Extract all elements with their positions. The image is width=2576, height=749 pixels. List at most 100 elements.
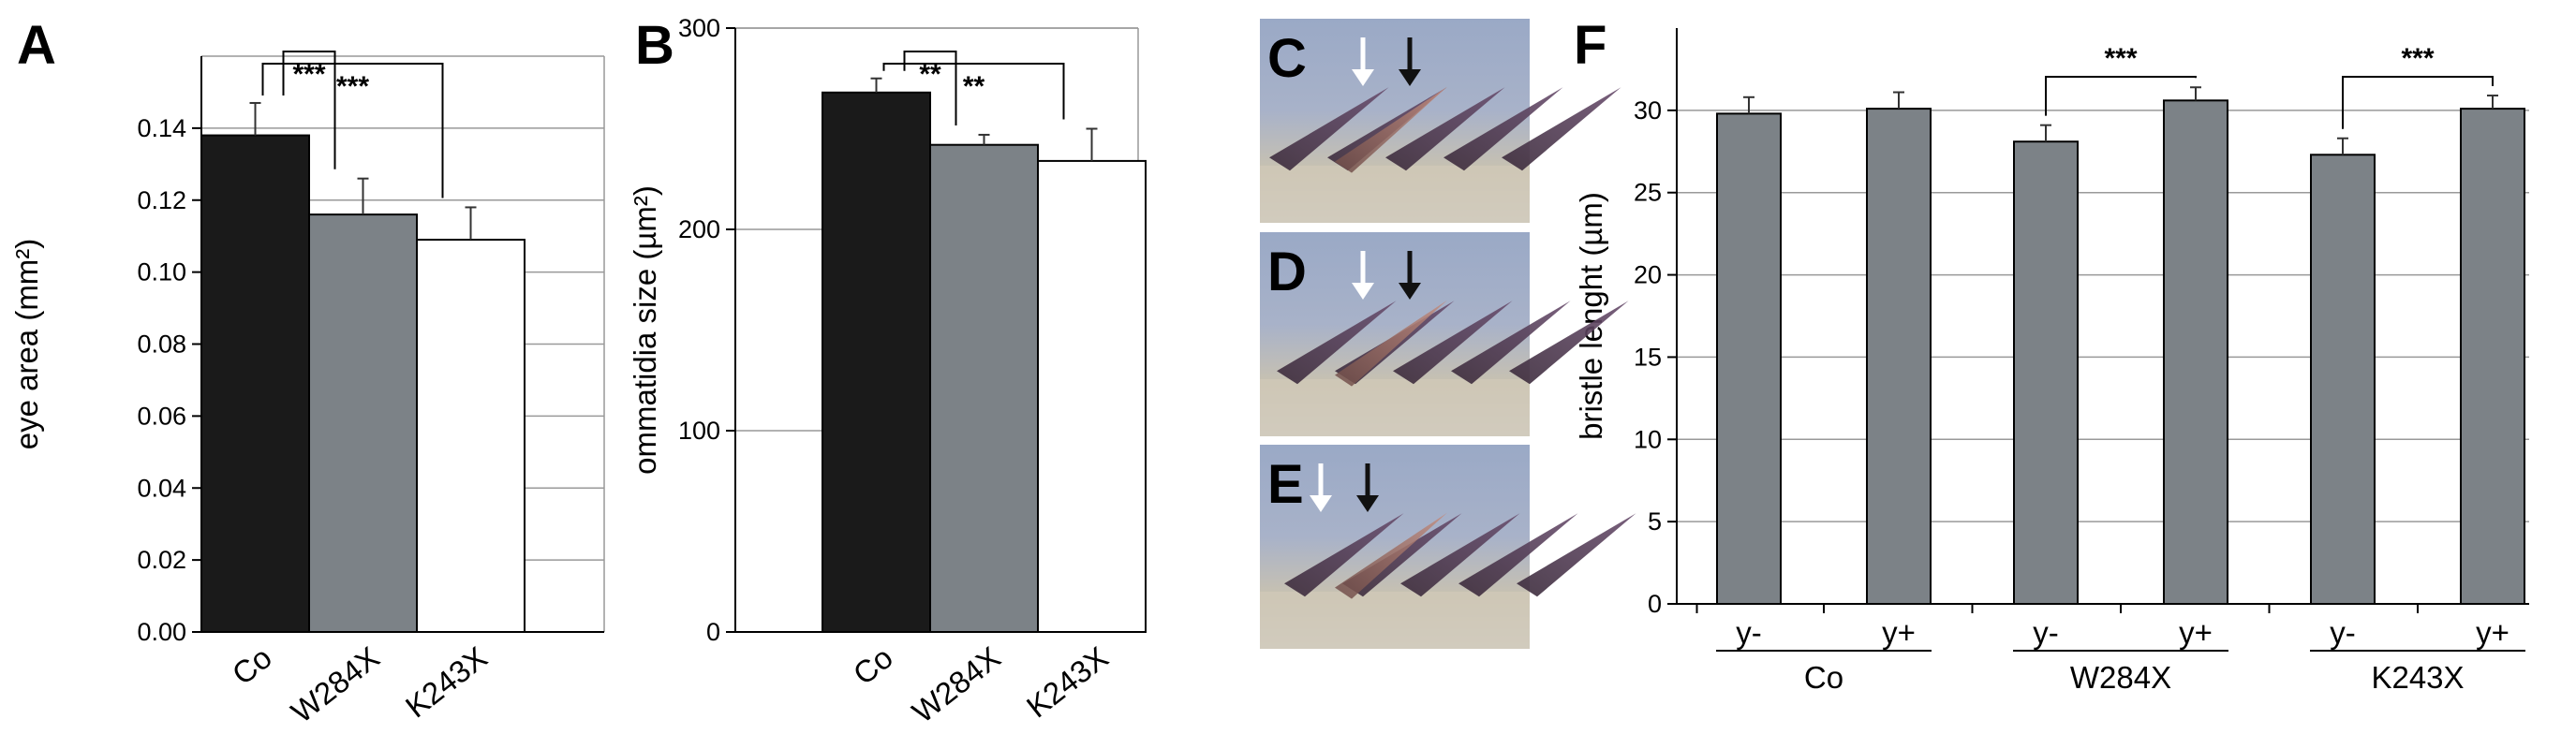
group-label: Co	[1804, 660, 1843, 695]
bar	[416, 239, 526, 633]
panel-letter-d: D	[1267, 242, 1307, 302]
bristle	[1269, 87, 1389, 171]
cuticle-band	[1260, 378, 1530, 436]
y-axis-title: eye area (mm²)	[9, 239, 44, 450]
bristle-light	[1335, 512, 1447, 599]
bristle	[1385, 87, 1505, 171]
y-tick-label: 0.14	[137, 114, 186, 142]
y-axis-title: bristle lenght (µm)	[1574, 192, 1608, 440]
significance-label: ***	[2401, 43, 2434, 74]
bar	[1866, 108, 1932, 606]
bar	[2310, 154, 2376, 606]
y-tick-label: 15	[1634, 343, 1662, 371]
y-tick-label: 0.02	[137, 546, 186, 574]
bar	[1037, 159, 1147, 633]
y-tick-label: 300	[678, 14, 720, 42]
bristle	[1458, 513, 1578, 597]
panel-letter-f: F	[1574, 15, 1606, 76]
arrow-head	[1399, 283, 1421, 300]
y-tick-label: 100	[678, 417, 720, 445]
bristle	[1502, 87, 1621, 171]
chart-a: A 0.00 0.02 0.04 0.06 0.08 0.10 0.12 0.14 eye are…	[9, 15, 605, 729]
bristle-light	[1335, 300, 1447, 387]
y-tick-label: 0.00	[137, 618, 186, 646]
group-label: W284X	[2070, 660, 2171, 695]
y-tick-label: 10	[1634, 425, 1662, 453]
significance-bracket	[261, 63, 444, 198]
y-tick-label: 20	[1634, 261, 1662, 289]
significance-label: ***	[336, 71, 369, 102]
bar	[2163, 99, 2228, 606]
y-tick-label: 200	[678, 215, 720, 243]
significance-label: ***	[2104, 43, 2137, 74]
category-label: y+	[2476, 615, 2509, 650]
panel-letter-e: E	[1267, 454, 1304, 515]
bar	[822, 91, 931, 634]
significance-bracket	[2045, 76, 2197, 116]
bar	[929, 143, 1039, 633]
chart-b: B 0 100 200 300 ommatidia size (µm²) Co W284X K2…	[628, 14, 1147, 729]
y-axis-title: ommatidia size (µm²)	[628, 185, 662, 475]
y-tick-label: 0	[1648, 590, 1662, 618]
bar	[308, 213, 418, 633]
category-label: K243X	[1020, 639, 1115, 724]
bristle	[1284, 513, 1404, 597]
white-arrow-icon	[1352, 251, 1374, 300]
category-label: Co	[226, 639, 278, 691]
y-tick-label: 5	[1648, 507, 1662, 536]
category-label: y-	[2330, 615, 2356, 650]
y-tick-label: 0.04	[137, 474, 186, 502]
y-tick-label: 30	[1634, 96, 1662, 125]
arrow-head	[1399, 69, 1421, 86]
arrow-head	[1352, 69, 1374, 86]
white-arrow-icon	[1352, 37, 1374, 86]
black-arrow-icon	[1399, 37, 1421, 86]
chart-f: F 0 5 10 15 20 25 30 bristle lenght (µm) y-y+ y-y+…	[1574, 15, 2529, 695]
panel-letter-c: C	[1267, 28, 1307, 89]
category-label: W284X	[906, 639, 1007, 729]
category-label: y-	[2033, 615, 2059, 650]
photo-panel-c: C	[1260, 19, 1621, 223]
significance-label: **	[963, 71, 985, 102]
category-label: y-	[1736, 615, 1762, 650]
black-arrow-icon	[1399, 251, 1421, 300]
black-arrow-icon	[1356, 463, 1379, 512]
bar	[1716, 112, 1782, 606]
significance-bracket	[882, 63, 1065, 120]
significance-bracket	[282, 51, 336, 169]
arrow-head	[1356, 495, 1379, 512]
bristle-light	[1335, 86, 1447, 173]
photo-panel-d: D	[1260, 232, 1629, 436]
panel-letter-a: A	[17, 15, 56, 76]
category-label: W284X	[285, 639, 386, 729]
y-tick-label: 0	[706, 618, 720, 646]
y-tick-label: 0.08	[137, 330, 186, 359]
panel-letter-b: B	[635, 15, 674, 76]
bristle	[1509, 301, 1629, 385]
category-label: y+	[1882, 615, 1916, 650]
photo-panel-e: E	[1260, 445, 1636, 649]
white-arrow-icon	[1310, 463, 1332, 512]
bar	[2013, 140, 2079, 605]
category-label: K243X	[399, 639, 494, 724]
bristle	[1517, 513, 1636, 597]
cuticle-band	[1260, 165, 1530, 223]
y-tick-label: 25	[1634, 179, 1662, 207]
y-tick-label: 0.12	[137, 186, 186, 214]
significance-bracket	[2342, 76, 2494, 129]
category-label: Co	[847, 639, 899, 691]
group-label: K243X	[2371, 660, 2464, 695]
arrow-head	[1352, 283, 1374, 300]
bristle	[1400, 513, 1520, 597]
y-tick-label: 0.10	[137, 258, 186, 286]
bristle	[1393, 301, 1513, 385]
cuticle-band	[1260, 591, 1530, 649]
bristle	[1443, 87, 1563, 171]
bristle	[1451, 301, 1571, 385]
y-tick-label: 0.06	[137, 402, 186, 430]
significance-bracket	[903, 51, 957, 125]
arrow-head	[1310, 495, 1332, 512]
significance-label: **	[919, 59, 941, 90]
bar	[2460, 108, 2525, 606]
